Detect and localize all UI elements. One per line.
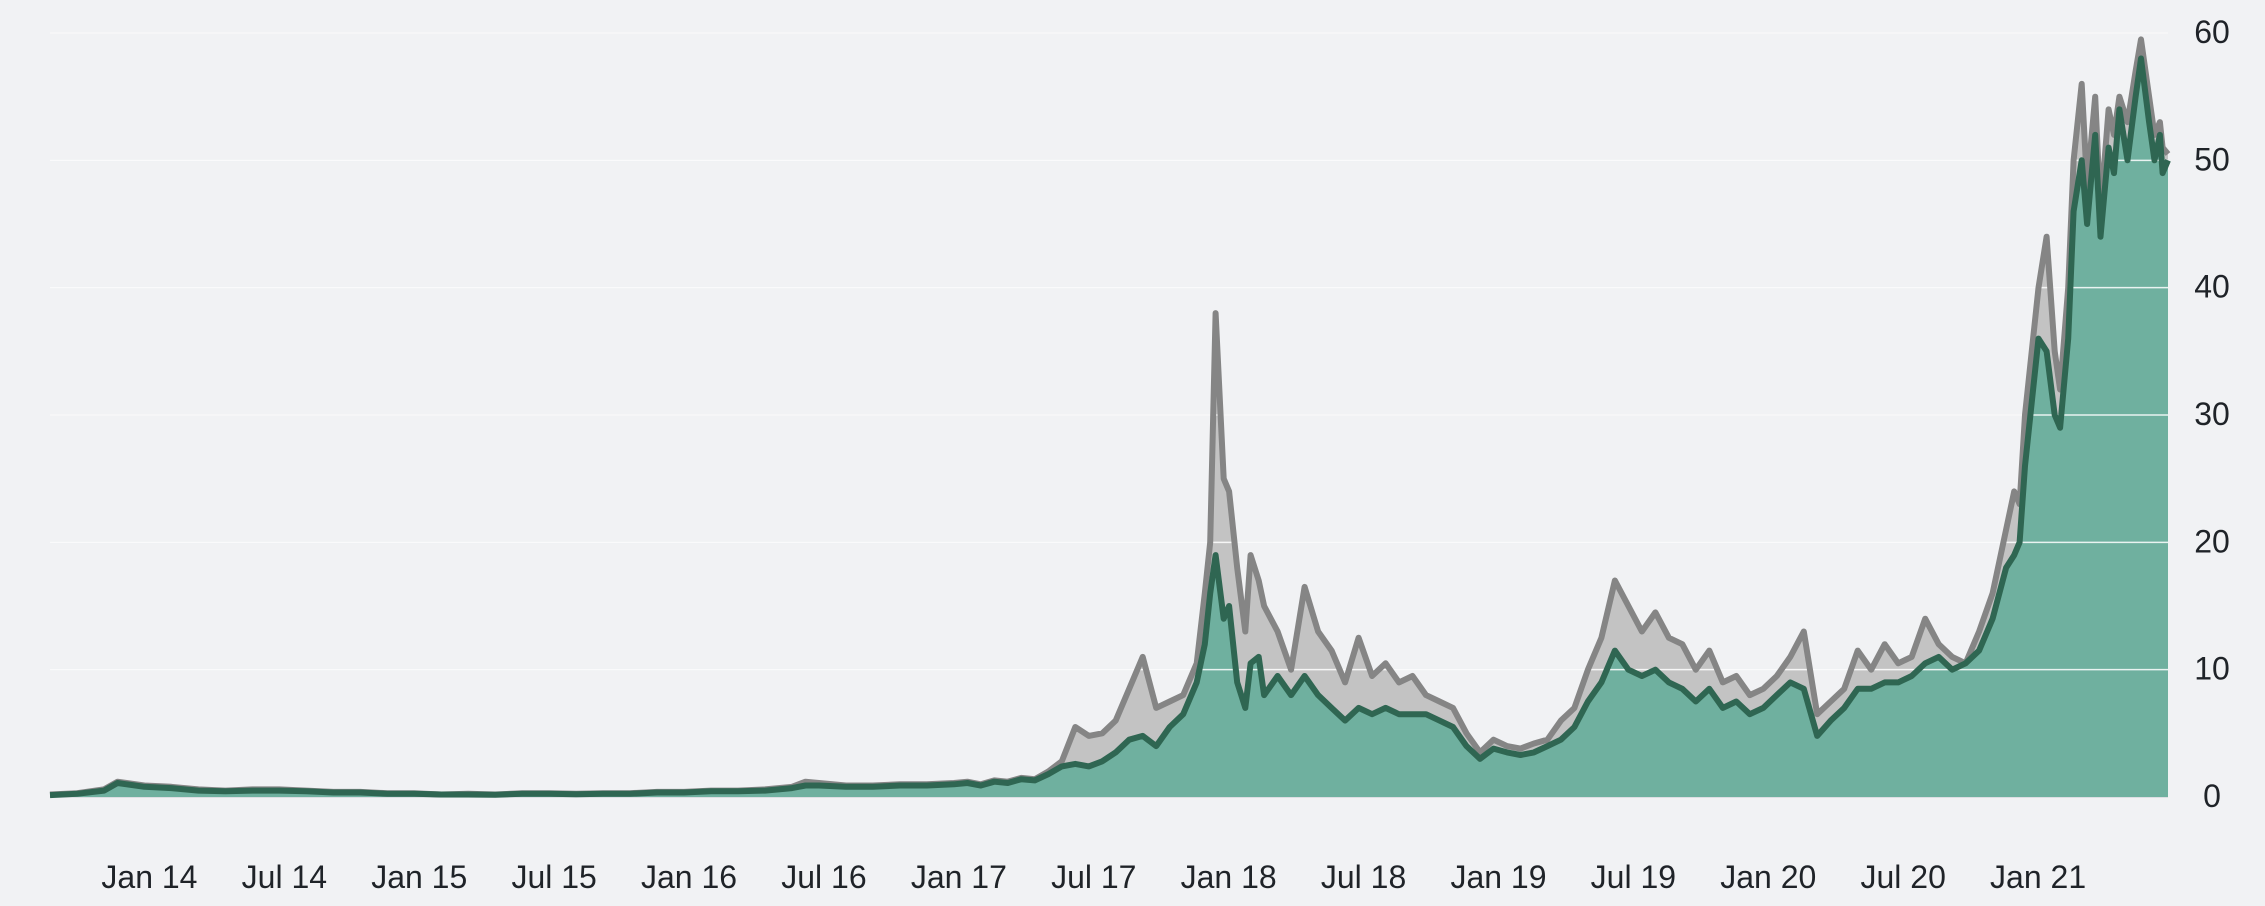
x-tick-label: Jul 14 bbox=[242, 859, 327, 895]
x-tick-label: Jul 17 bbox=[1051, 859, 1136, 895]
x-tick-label: Jul 20 bbox=[1860, 859, 1945, 895]
x-tick-label: Jan 20 bbox=[1720, 859, 1816, 895]
y-tick-label: 0 bbox=[2203, 778, 2221, 814]
y-tick-label: 50 bbox=[2194, 141, 2230, 177]
lower-series-area bbox=[50, 58, 2168, 797]
x-tick-label: Jan 18 bbox=[1181, 859, 1277, 895]
x-tick-label: Jan 21 bbox=[1990, 859, 2086, 895]
y-tick-label: 10 bbox=[2194, 651, 2230, 687]
x-tick-label: Jan 17 bbox=[911, 859, 1007, 895]
y-tick-label: 60 bbox=[2194, 14, 2230, 50]
x-tick-label: Jul 15 bbox=[511, 859, 596, 895]
y-tick-label: 20 bbox=[2194, 523, 2230, 559]
x-tick-label: Jul 19 bbox=[1591, 859, 1676, 895]
y-axis-ticks: 0 10 20 30 40 50 60 bbox=[2194, 14, 2230, 814]
x-axis-ticks: Jan 14 Jul 14 Jan 15 Jul 15 Jan 16 Jul 16 Jan … bbox=[101, 859, 2086, 895]
x-tick-label: Jul 18 bbox=[1321, 859, 1406, 895]
x-tick-label: Jan 16 bbox=[641, 859, 737, 895]
series-layer bbox=[49, 32, 2171, 799]
series-line-lower bbox=[49, 55, 2171, 799]
x-tick-label: Jan 14 bbox=[101, 859, 197, 895]
x-tick-label: Jul 16 bbox=[781, 859, 866, 895]
y-tick-label: 40 bbox=[2194, 269, 2230, 305]
y-tick-label: 30 bbox=[2194, 396, 2230, 432]
x-tick-label: Jan 19 bbox=[1450, 859, 1546, 895]
x-tick-label: Jan 15 bbox=[371, 859, 467, 895]
upper-band-area bbox=[50, 39, 2168, 796]
